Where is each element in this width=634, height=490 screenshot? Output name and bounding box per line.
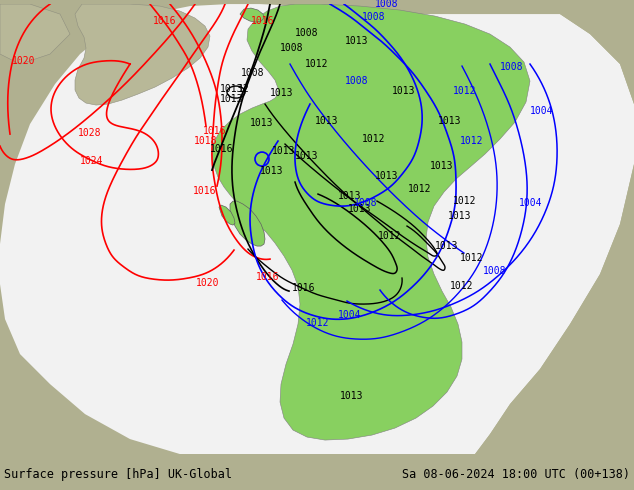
Text: 1013: 1013 bbox=[375, 171, 399, 181]
Text: 1013: 1013 bbox=[348, 204, 372, 214]
Text: 1013: 1013 bbox=[270, 88, 294, 98]
Text: 1013: 1013 bbox=[272, 146, 295, 156]
Text: 1013: 1013 bbox=[295, 151, 318, 161]
Polygon shape bbox=[212, 4, 530, 440]
Text: 1008: 1008 bbox=[362, 12, 385, 22]
Text: 1008: 1008 bbox=[354, 198, 377, 208]
Text: 1013: 1013 bbox=[220, 94, 243, 104]
Text: 1020: 1020 bbox=[196, 278, 219, 288]
Text: 1012: 1012 bbox=[453, 196, 477, 206]
Text: 1013: 1013 bbox=[338, 191, 361, 201]
Text: 1028: 1028 bbox=[78, 128, 101, 138]
Text: 1008: 1008 bbox=[483, 266, 507, 276]
Text: 1013: 1013 bbox=[435, 241, 458, 251]
Text: 1024: 1024 bbox=[80, 156, 103, 166]
Text: 12: 12 bbox=[238, 84, 250, 94]
Text: 1016: 1016 bbox=[292, 283, 316, 293]
Text: 1016: 1016 bbox=[256, 272, 280, 282]
Text: 1012: 1012 bbox=[305, 59, 328, 69]
Text: 1016: 1016 bbox=[193, 186, 216, 196]
Text: 1008: 1008 bbox=[280, 43, 304, 53]
Polygon shape bbox=[0, 4, 634, 454]
Text: 1008: 1008 bbox=[295, 28, 318, 38]
Text: 1016: 1016 bbox=[251, 16, 275, 26]
Text: 1013: 1013 bbox=[392, 86, 415, 96]
Polygon shape bbox=[475, 4, 634, 454]
Text: 1008: 1008 bbox=[345, 76, 368, 86]
Text: 1020: 1020 bbox=[12, 56, 36, 66]
Text: 1012: 1012 bbox=[362, 134, 385, 144]
Text: 1008: 1008 bbox=[241, 68, 264, 78]
Text: Surface pressure [hPa] UK-Global: Surface pressure [hPa] UK-Global bbox=[4, 468, 232, 481]
Text: 1013: 1013 bbox=[430, 161, 453, 171]
Text: 1008: 1008 bbox=[500, 62, 524, 72]
Text: 1012: 1012 bbox=[306, 318, 330, 328]
Text: 1016: 1016 bbox=[153, 16, 176, 26]
Text: Sa 08-06-2024 18:00 UTC (00+138): Sa 08-06-2024 18:00 UTC (00+138) bbox=[402, 468, 630, 481]
Text: 1004: 1004 bbox=[530, 106, 553, 116]
Polygon shape bbox=[219, 205, 235, 225]
Text: 1013: 1013 bbox=[345, 36, 368, 46]
Text: 1016: 1016 bbox=[203, 126, 226, 136]
Text: 1008: 1008 bbox=[375, 0, 399, 9]
Text: 1013: 1013 bbox=[250, 118, 273, 128]
Text: 1004: 1004 bbox=[338, 310, 361, 320]
Polygon shape bbox=[240, 8, 264, 22]
Text: 1012: 1012 bbox=[460, 253, 484, 263]
Polygon shape bbox=[0, 4, 70, 64]
Text: 1012: 1012 bbox=[378, 231, 401, 241]
Text: 1013: 1013 bbox=[260, 166, 283, 176]
Polygon shape bbox=[75, 4, 210, 105]
Text: 1013: 1013 bbox=[220, 84, 243, 94]
Text: 1018: 1018 bbox=[194, 136, 217, 146]
Text: 1012: 1012 bbox=[408, 184, 432, 194]
Text: 1013: 1013 bbox=[438, 116, 462, 126]
Text: 1012: 1012 bbox=[460, 136, 484, 146]
Text: 1012: 1012 bbox=[450, 281, 474, 291]
Text: 1016: 1016 bbox=[210, 144, 233, 154]
Text: 1004: 1004 bbox=[519, 198, 543, 208]
Text: 1013: 1013 bbox=[448, 211, 472, 221]
Text: 1013: 1013 bbox=[315, 116, 339, 126]
Text: 1012: 1012 bbox=[453, 86, 477, 96]
Text: 1013: 1013 bbox=[340, 391, 363, 401]
Polygon shape bbox=[230, 201, 265, 246]
